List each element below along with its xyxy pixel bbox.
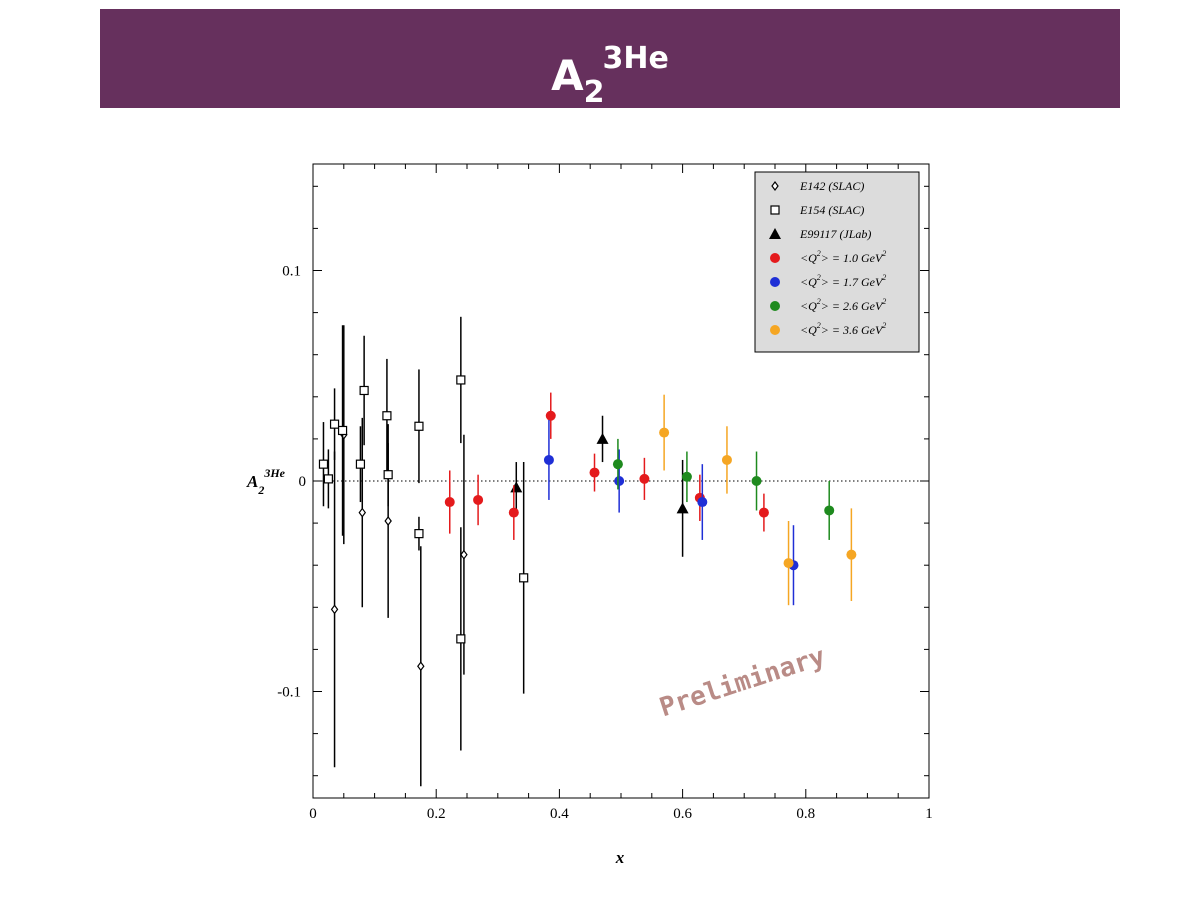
data-point [383, 470, 393, 480]
title-main: A [551, 51, 584, 100]
title-banner: A23He [100, 9, 1120, 110]
legend-marker [770, 325, 780, 335]
data-point [384, 515, 392, 526]
data-point [329, 419, 340, 429]
data-point [519, 573, 529, 583]
x-tick-label: 0.4 [550, 806, 569, 822]
data-point [355, 459, 366, 469]
data-point [414, 421, 424, 431]
data-point [846, 549, 857, 560]
data-point [460, 549, 468, 560]
data-point [543, 454, 554, 465]
data-point [681, 471, 692, 482]
x-axis-ticks: 0 0.2 0.4 0.6 0.8 1 [309, 164, 933, 822]
data-point [323, 474, 333, 484]
data-point [697, 497, 708, 508]
legend-marker [770, 205, 780, 215]
legend-marker [771, 181, 779, 191]
legend-label: <Q2> = 2.6 GeV2 [800, 297, 886, 313]
legend-label: E99117 (JLab) [799, 227, 871, 241]
data-point [456, 375, 466, 385]
data-point [382, 411, 392, 421]
x-tick-label: 0.6 [673, 806, 692, 822]
x-axis-title: x [615, 848, 625, 867]
legend-label: E142 (SLAC) [799, 179, 864, 193]
legend-box [754, 171, 920, 353]
legend-marker [769, 228, 781, 239]
data-point [596, 432, 609, 444]
data-point [659, 427, 670, 438]
data-point [456, 634, 466, 644]
x-tick-label: 0.8 [796, 806, 815, 822]
legend-label: <Q2> = 3.6 GeV2 [800, 321, 886, 337]
data-point [758, 507, 769, 518]
data-point [751, 476, 762, 486]
legend-marker [770, 253, 780, 263]
y-tick-label: 0 [299, 474, 307, 490]
data-point [473, 494, 484, 505]
legend-items: E142 (SLAC) E154 (SLAC) E99117 (JLab) <Q2> … [769, 179, 886, 337]
data-point [545, 410, 556, 421]
page-title: A23He [100, 9, 1120, 142]
series-1 [318, 316, 529, 751]
data-point [721, 454, 732, 465]
data-point [417, 661, 425, 672]
y-axis-ticks: 0.1 0 -0.1 [277, 185, 929, 777]
y-axis-title: A23He [246, 466, 286, 497]
data-point [359, 385, 369, 396]
y-tick-label: 0.1 [282, 264, 301, 280]
title-superscript: 3He [602, 41, 669, 76]
legend-label: <Q2> = 1.7 GeV2 [800, 273, 886, 289]
x-tick-label: 1 [925, 806, 933, 822]
data-point [318, 459, 329, 469]
data-point [639, 473, 650, 484]
x-tick-label: 0 [309, 806, 317, 822]
legend: E142 (SLAC) E154 (SLAC) E99117 (JLab) <Q2> … [754, 171, 920, 353]
data-point [783, 558, 794, 569]
title-subscript: 2 [583, 75, 605, 110]
data-point [358, 507, 367, 518]
legend-marker [770, 301, 780, 311]
y-tick-label: -0.1 [277, 685, 301, 701]
x-tick-label: 0.2 [427, 806, 446, 822]
data-point [589, 467, 600, 478]
data-points-layer [318, 316, 857, 787]
legend-label: E154 (SLAC) [799, 203, 864, 217]
series-6 [659, 394, 857, 606]
data-point [614, 476, 625, 486]
data-point [508, 507, 519, 518]
legend-marker [770, 277, 780, 287]
data-point [330, 604, 339, 615]
data-point [824, 505, 835, 516]
data-point [444, 497, 455, 508]
series-5 [612, 438, 835, 540]
data-point [612, 459, 623, 470]
legend-label: <Q2> = 1.0 GeV2 [800, 249, 886, 265]
data-point [676, 502, 689, 514]
data-point [337, 425, 348, 436]
data-point [414, 529, 424, 539]
